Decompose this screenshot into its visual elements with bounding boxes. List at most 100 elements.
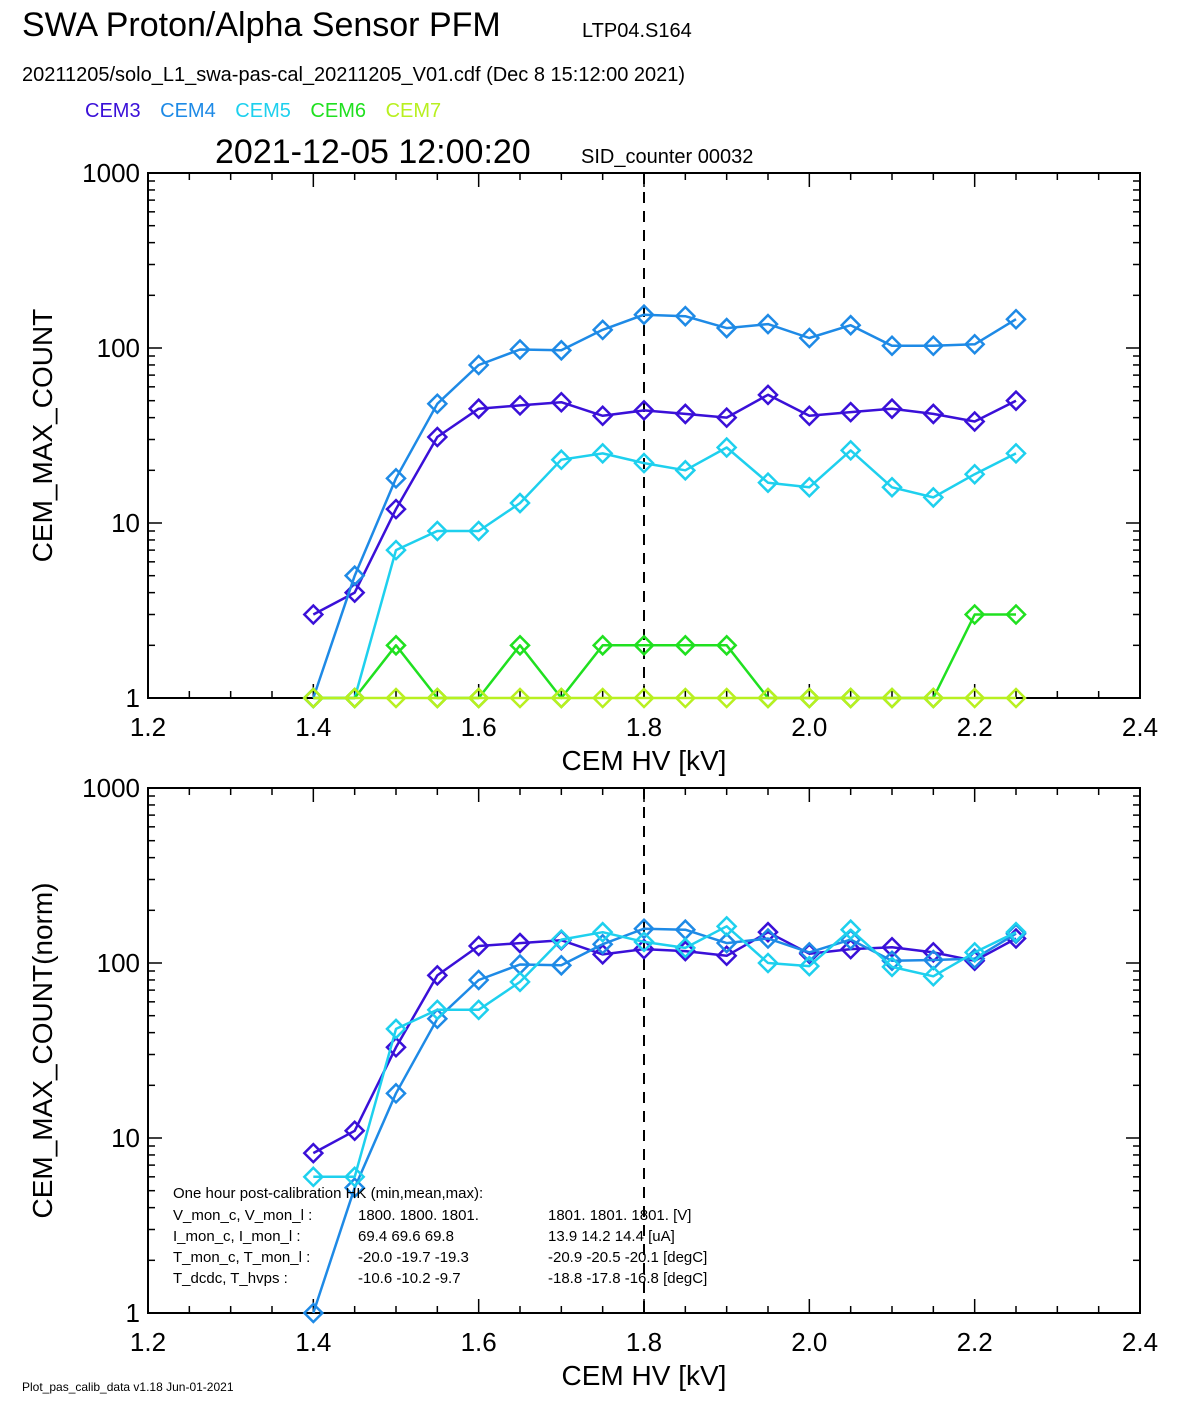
data-point xyxy=(385,1036,407,1059)
series-line xyxy=(312,393,1017,616)
data-point xyxy=(385,1082,407,1105)
hk-row-values-1: -10.6 -10.2 -9.7 xyxy=(358,1270,461,1287)
data-point xyxy=(757,687,779,709)
data-point xyxy=(757,313,779,335)
data-point xyxy=(426,393,449,415)
x-tick-label: 2.2 xyxy=(957,1327,993,1357)
data-point xyxy=(591,634,614,657)
data-point xyxy=(798,476,821,499)
page-title: SWA Proton/Alpha Sensor PFM xyxy=(22,6,501,44)
data-point xyxy=(715,932,738,954)
data-point xyxy=(839,938,862,960)
data-point xyxy=(385,1018,407,1040)
data-point xyxy=(757,471,779,494)
data-point xyxy=(798,687,821,709)
data-point xyxy=(881,949,903,972)
data-point xyxy=(963,463,986,485)
hk-row-label: T_mon_c, T_mon_l : xyxy=(173,1249,310,1266)
hk-row-values-2: -18.8 -17.8 -16.8 [degC] xyxy=(548,1270,707,1287)
data-point xyxy=(881,956,903,978)
x-tick-label: 2.2 xyxy=(957,712,993,742)
data-point xyxy=(550,391,573,413)
data-point xyxy=(798,327,821,349)
data-point xyxy=(509,634,531,657)
data-point xyxy=(385,539,407,561)
x-tick-label: 1.2 xyxy=(130,712,166,742)
data-point xyxy=(715,944,738,967)
hk-row-label: T_dcdc, T_hvps : xyxy=(173,1270,288,1287)
data-point xyxy=(426,520,449,542)
data-point xyxy=(302,687,325,709)
data-point xyxy=(302,1142,325,1164)
data-point xyxy=(922,334,945,357)
data-point xyxy=(426,687,449,709)
series-cem3 xyxy=(302,921,1027,1164)
data-point xyxy=(839,918,862,941)
series-cem3 xyxy=(302,384,1027,626)
data-point xyxy=(674,459,697,482)
data-point xyxy=(467,354,490,376)
x-tick-label: 1.4 xyxy=(295,1327,331,1357)
data-point xyxy=(963,687,986,709)
data-point xyxy=(922,941,945,964)
series-cem7 xyxy=(302,687,1027,709)
y-tick-label: 1 xyxy=(126,683,140,713)
data-point xyxy=(674,634,697,657)
x-tick-label: 1.8 xyxy=(626,712,662,742)
data-point xyxy=(674,305,697,327)
timestamp: 2021-12-05 12:00:20 xyxy=(215,133,531,171)
legend-item-cem5: CEM5 xyxy=(235,100,291,122)
hk-row-values-1: 69.4 69.6 69.8 xyxy=(358,1228,454,1245)
data-point xyxy=(922,403,945,425)
data-point xyxy=(881,687,903,709)
hk-row-label: V_mon_c, V_mon_l : xyxy=(173,1207,312,1224)
data-point xyxy=(963,410,986,433)
data-point xyxy=(963,333,986,356)
data-point xyxy=(591,687,614,709)
data-point xyxy=(922,486,945,509)
data-point xyxy=(591,319,614,341)
y-axis-title: CEM_MAX_COUNT(norm) xyxy=(27,882,58,1218)
series-cem4 xyxy=(302,303,1027,709)
data-point xyxy=(467,520,490,542)
data-point xyxy=(674,937,697,959)
data-point xyxy=(881,397,903,420)
data-point xyxy=(674,403,697,425)
data-point xyxy=(633,917,655,940)
data-point xyxy=(1005,308,1027,331)
sensor-id: LTP04.S164 xyxy=(582,20,692,42)
data-point xyxy=(509,687,531,709)
data-point xyxy=(591,943,614,966)
x-tick-label: 1.6 xyxy=(461,712,497,742)
data-point xyxy=(839,439,862,462)
data-point xyxy=(550,928,573,951)
data-point xyxy=(757,952,779,974)
y-tick-label: 100 xyxy=(97,333,140,363)
data-point xyxy=(550,687,573,709)
data-point xyxy=(509,492,531,514)
data-point xyxy=(633,303,655,326)
series-line xyxy=(312,313,1017,699)
data-point xyxy=(385,467,407,490)
hk-row-values-2: 13.9 14.2 14.4 [uA] xyxy=(548,1228,675,1245)
data-point xyxy=(550,339,573,362)
series-line xyxy=(313,613,1016,700)
y-tick-label: 1 xyxy=(126,1298,140,1328)
series-line xyxy=(313,446,1017,700)
data-point xyxy=(922,965,945,988)
x-tick-label: 2.4 xyxy=(1122,1327,1158,1357)
data-point xyxy=(302,603,325,626)
data-point xyxy=(343,564,366,587)
data-point xyxy=(509,338,531,361)
data-point xyxy=(839,401,862,423)
data-point xyxy=(798,941,821,964)
data-point xyxy=(798,955,821,977)
data-point xyxy=(798,404,821,427)
y-tick-label: 1000 xyxy=(82,158,140,188)
data-point xyxy=(343,1176,366,1199)
data-point xyxy=(591,404,614,427)
data-point xyxy=(715,317,738,339)
data-point xyxy=(426,964,449,987)
data-point xyxy=(922,687,945,709)
